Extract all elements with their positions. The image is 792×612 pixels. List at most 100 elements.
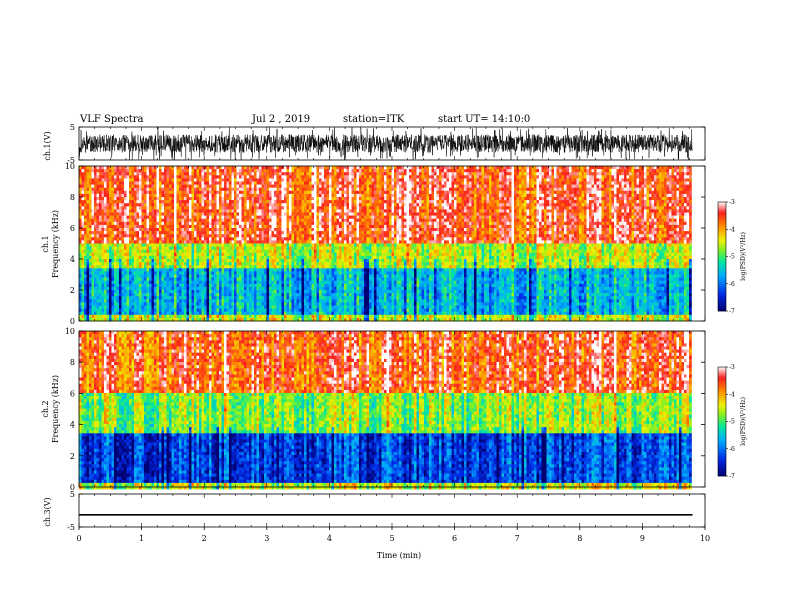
colorbar-cell (718, 238, 726, 240)
colorbar-tick-label: -5 (729, 419, 735, 426)
ch2-spectrogram-ylabel: Frequency (kHz) (51, 375, 60, 443)
colorbar-cell (718, 235, 726, 237)
colorbar-cell (718, 215, 726, 217)
colorbar-cell (718, 449, 726, 451)
colorbar-cell (718, 255, 726, 257)
colorbar-cell (718, 280, 726, 282)
start-time-label: start UT= 14:10:0 (438, 114, 530, 125)
colorbar-cell (718, 456, 726, 458)
x-tick-label: 10 (700, 534, 710, 543)
colorbar-cell (718, 267, 726, 269)
colorbar-cell (718, 402, 726, 404)
y-tick-label: 6 (70, 389, 75, 398)
colorbar-cell (718, 443, 726, 445)
colorbar-cell (718, 467, 726, 469)
spectrogram-cells (79, 166, 692, 321)
colorbar-tick-label: -6 (729, 281, 735, 288)
colorbar-cell (718, 412, 726, 414)
x-tick-label: 7 (515, 534, 520, 543)
x-tick-label: 3 (264, 534, 269, 543)
station-label: station=ITK (343, 114, 405, 125)
ch2-spectrogram-ylabel-prefix: ch.2 (41, 400, 50, 417)
colorbar-cell (718, 383, 726, 385)
spectrogram-cells (79, 331, 692, 489)
colorbar-cell (718, 204, 726, 206)
colorbar-cell (718, 429, 726, 431)
colorbar-cell (718, 400, 726, 402)
y-tick-label: 0 (70, 317, 75, 326)
colorbar-cell (718, 398, 726, 400)
colorbar-cell (718, 376, 726, 378)
colorbar-cell (718, 206, 726, 208)
colorbar-cell (718, 295, 726, 297)
colorbar-cell (718, 298, 726, 300)
colorbar-cell (718, 237, 726, 239)
colorbar-tick-label: -6 (729, 446, 735, 453)
ch1-waveform-trace (79, 127, 692, 160)
colorbar-cell (718, 217, 726, 219)
colorbar-cell (718, 240, 726, 242)
colorbar-cell (718, 392, 726, 394)
colorbar-label: log(PSD)(V²/Hz) (740, 397, 747, 446)
colorbar-cell (718, 286, 726, 288)
colorbar-cell (718, 249, 726, 251)
colorbar-tick-label: -7 (729, 308, 735, 315)
x-tick-label: 8 (577, 534, 582, 543)
colorbar-cell (718, 396, 726, 398)
colorbar-cell (718, 209, 726, 211)
ch3-waveform-panel: 5-5 (67, 490, 705, 532)
colorbar-cell (718, 434, 726, 436)
colorbar-tick-label: -3 (729, 199, 735, 206)
colorbar-cell (718, 445, 726, 447)
plot-frame (79, 494, 705, 527)
colorbar-cell (718, 440, 726, 442)
y-tick-label: 2 (70, 286, 75, 295)
colorbar-cell (718, 258, 726, 260)
colorbar-cell (718, 389, 726, 391)
y-tick-label: 10 (65, 327, 75, 336)
colorbar-tick-label: -3 (729, 364, 735, 371)
colorbar-cell (718, 416, 726, 418)
colorbar-cell (718, 226, 726, 228)
colorbar-cell (718, 220, 726, 222)
colorbar-cell (718, 304, 726, 306)
y-tick-label: 4 (70, 255, 75, 264)
colorbar-cell (718, 447, 726, 449)
x-tick-label: 5 (389, 534, 394, 543)
colorbar-cell (718, 458, 726, 460)
colorbar-cell (718, 454, 726, 456)
y-tick-label: 8 (70, 193, 75, 202)
colorbar-cell (718, 463, 726, 465)
colorbar-cell (718, 246, 726, 248)
colorbar-cell (718, 296, 726, 298)
colorbar-cell (718, 469, 726, 471)
colorbar-cell (718, 431, 726, 433)
colorbar-cell (718, 465, 726, 467)
colorbar-cell (718, 441, 726, 443)
colorbar-cell (718, 278, 726, 280)
colorbar-cell (718, 427, 726, 429)
ch3-ylabel: ch.3(V) (43, 497, 52, 526)
colorbar-cell (718, 287, 726, 289)
figure-title: VLF Spectra (79, 114, 144, 125)
colorbar-cell (718, 451, 726, 453)
colorbar-cell (718, 207, 726, 209)
x-axis-label: Time (min) (377, 551, 421, 560)
colorbar-cell (718, 264, 726, 266)
colorbar-cell (718, 391, 726, 393)
colorbar-cell (718, 284, 726, 286)
colorbar-cell (718, 218, 726, 220)
colorbar-cell (718, 403, 726, 405)
colorbar-cell (718, 244, 726, 246)
colorbar-cell (718, 380, 726, 382)
colorbar-cell (718, 291, 726, 293)
colorbar-cell (718, 271, 726, 273)
y-tick-label: 2 (70, 452, 75, 461)
colorbar-cell (718, 378, 726, 380)
y-tick-label: 6 (70, 224, 75, 233)
colorbar-cell (718, 300, 726, 302)
